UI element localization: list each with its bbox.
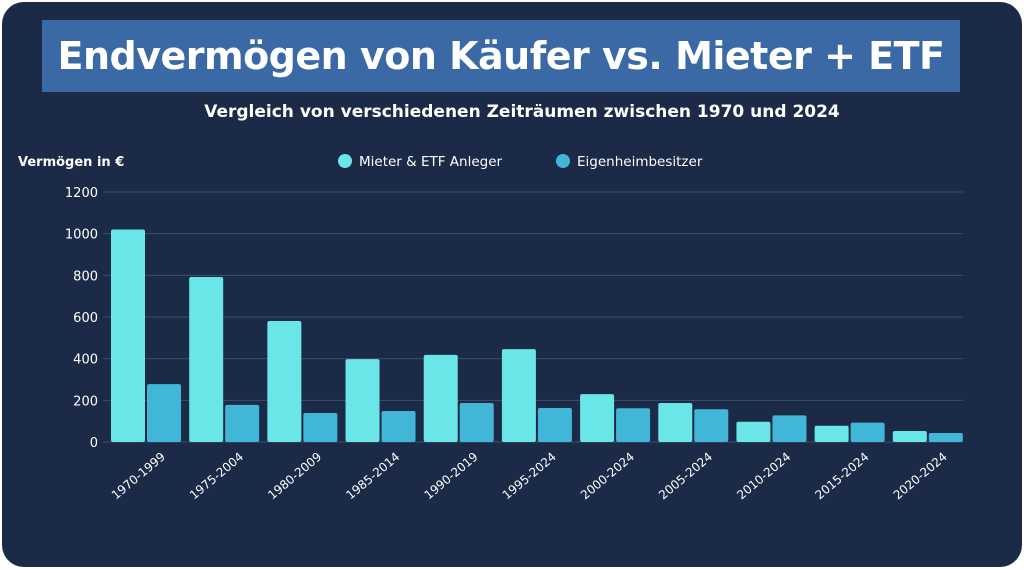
x-tick-label: 1985-2014 [343, 450, 402, 503]
chart-subtitle: Vergleich von verschiedenen Zeiträumen z… [204, 102, 840, 122]
bar-eigenheim [381, 410, 416, 442]
bar-eigenheim [459, 403, 494, 442]
y-tick-label: 0 [90, 436, 98, 451]
bar-eigenheim [147, 384, 181, 442]
bar-eigenheim [772, 415, 807, 442]
legend-label: Mieter & ETF Anleger [359, 154, 503, 170]
bar-mieter [345, 359, 380, 442]
x-tick-label: 1980-2009 [265, 450, 324, 503]
bar-mieter [423, 354, 458, 442]
x-tick-label: 2005-2024 [656, 450, 715, 503]
bar-eigenheim [537, 408, 572, 442]
bar-eigenheim [303, 413, 338, 442]
y-tick-label: 800 [73, 269, 98, 284]
x-tick-label: 2010-2024 [734, 450, 793, 503]
bar-mieter [658, 403, 693, 442]
chart-title: Endvermögen von Käufer vs. Mieter + ETF [57, 34, 945, 78]
x-tick-label: 2020-2024 [891, 450, 950, 503]
title-banner: Endvermögen von Käufer vs. Mieter + ETF [42, 20, 960, 92]
x-tick-label: 1975-2004 [187, 450, 246, 503]
bar-mieter [501, 349, 536, 442]
legend-marker [338, 154, 352, 168]
y-tick-label: 1000 [65, 228, 98, 243]
bar-mieter [267, 320, 302, 442]
legend-marker [556, 154, 570, 168]
bar-mieter [189, 277, 224, 442]
bar-eigenheim [850, 422, 885, 442]
bar-eigenheim [616, 408, 651, 442]
y-axis-label: Vermögen in € [18, 155, 124, 170]
y-tick-label: 1200 [65, 186, 98, 201]
x-tick-label: 1995-2024 [500, 450, 559, 503]
bar-mieter [580, 394, 615, 442]
x-tick-label: 2000-2024 [578, 450, 637, 503]
bar-mieter [736, 421, 771, 442]
y-tick-label: 600 [73, 311, 98, 326]
x-tick-label: 2015-2024 [812, 450, 871, 503]
bar-eigenheim [225, 404, 260, 442]
bar-mieter [111, 229, 145, 442]
x-tick-label: 1990-2019 [422, 450, 481, 503]
y-tick-label: 200 [73, 394, 98, 409]
bar-eigenheim [928, 433, 963, 442]
bar-eigenheim [694, 409, 729, 442]
x-tick-label: 1970-1999 [109, 450, 168, 503]
legend-label: Eigenheimbesitzer [577, 154, 703, 170]
bar-mieter [892, 430, 927, 442]
y-tick-label: 400 [73, 353, 98, 368]
bar-mieter [814, 425, 849, 442]
